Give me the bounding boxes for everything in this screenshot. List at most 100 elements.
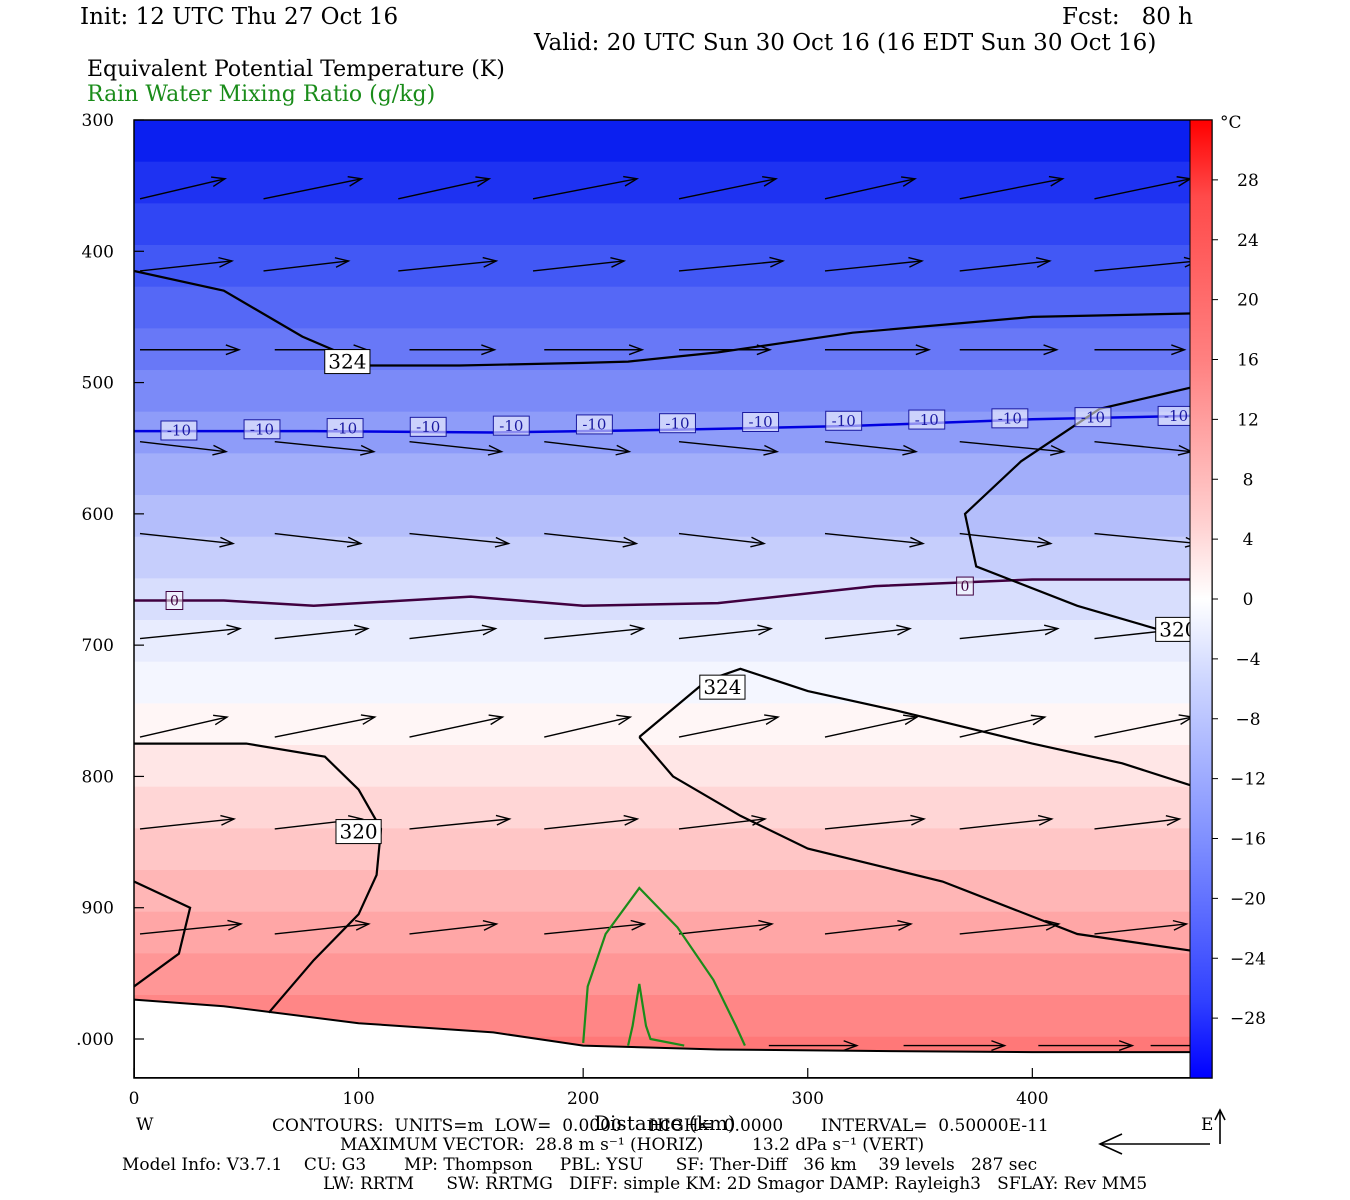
- wind-vector-head: [769, 256, 786, 268]
- isotherm-line: [134, 578, 1212, 608]
- valid-time: Valid: 20 UTC Sun 30 Oct 16 (16 EDT Sun …: [534, 30, 1157, 56]
- wind-vector: [274, 440, 374, 453]
- wind-vector: [398, 260, 497, 272]
- wind-vector-head: [762, 176, 778, 187]
- wind-vector-head: [495, 814, 512, 826]
- svg-text:-10: -10: [1164, 407, 1188, 425]
- y-tick-label: 300: [82, 111, 114, 131]
- x-tick-label: 0: [129, 1089, 140, 1109]
- wind-vector-head: [896, 624, 913, 636]
- shade-band: [134, 661, 1212, 705]
- wind-vector-head: [1036, 536, 1053, 548]
- svg-text:-10: -10: [915, 411, 939, 429]
- reference-vector: [1098, 1108, 1226, 1155]
- theta-e-label: 320: [335, 819, 382, 845]
- wind-vector: [139, 178, 226, 200]
- wind-vector-head: [1267, 921, 1281, 931]
- wind-vector: [263, 260, 349, 272]
- wind-vector-head: [1035, 256, 1052, 268]
- x-tick-label: 300: [792, 1089, 824, 1109]
- wind-vector-head: [1043, 344, 1059, 356]
- wind-vector-head: [347, 176, 364, 187]
- shade-band: [134, 495, 1212, 538]
- wind-vector-head: [909, 536, 926, 548]
- colorbar: [1189, 119, 1213, 1079]
- wind-vector-head: [354, 919, 371, 931]
- shade-band: [134, 620, 1212, 663]
- wind-vector-head: [910, 814, 927, 826]
- shade-band: [134, 203, 1212, 247]
- shade-band: [134, 120, 1212, 163]
- wind-vector-head: [1279, 537, 1293, 547]
- svg-text:-10: -10: [749, 413, 773, 431]
- shade-band: [134, 370, 1212, 413]
- wind-vector: [139, 716, 228, 738]
- wind-vector-head: [225, 344, 242, 356]
- wind-vector: [409, 818, 510, 830]
- colorbar-tick-label: 28: [1237, 171, 1259, 191]
- wind-vector-head: [1048, 175, 1065, 187]
- shade-band: [134, 911, 1212, 955]
- wind-vector: [824, 260, 923, 272]
- shade-band: [134, 828, 1212, 872]
- wind-vector-head: [915, 344, 932, 356]
- wind-vector-head: [1044, 919, 1061, 931]
- wind-vector: [678, 260, 784, 272]
- wind-vector: [824, 818, 925, 830]
- wind-vector: [678, 440, 778, 453]
- colorbar-tick-label: 0: [1243, 590, 1254, 610]
- wind-vector-head: [1043, 624, 1060, 636]
- wind-vector-head: [360, 714, 377, 725]
- isotherm-label: -10: [659, 413, 696, 434]
- y-tick-label: 400: [82, 242, 114, 262]
- wind-vector: [409, 532, 509, 545]
- wind-vector-head: [1280, 816, 1294, 826]
- wind-vector-head: [897, 920, 914, 931]
- rain-contour: [582, 886, 746, 1047]
- svg-text:-10: -10: [665, 414, 689, 432]
- direction-west: W: [136, 1115, 154, 1135]
- wind-vector-head: [757, 624, 774, 636]
- wind-vector-head: [901, 176, 917, 187]
- colorbar-tick-label: −4: [1235, 650, 1260, 670]
- wind-vector: [824, 532, 924, 545]
- wind-vector: [1094, 178, 1191, 200]
- footer-model-info: Model Info: V3.7.1 CU: G3 MP: Thompson P…: [122, 1155, 1038, 1175]
- wind-vector-head: [494, 536, 511, 548]
- colorbar-tick-label: 24: [1237, 231, 1259, 251]
- wind-vector: [544, 716, 631, 738]
- wind-vector: [678, 923, 773, 935]
- wind-vector: [274, 627, 368, 640]
- shade-band: [134, 245, 1212, 288]
- colorbar-tick-label: −28: [1230, 1009, 1266, 1029]
- wind-vector-head: [1050, 444, 1066, 456]
- y-tick-label: 800: [82, 767, 114, 787]
- wind-vector: [678, 532, 765, 545]
- wind-vector: [678, 627, 772, 640]
- y-tick-label: 900: [82, 899, 114, 919]
- isotherm-label: 0: [956, 576, 974, 596]
- temperature-shading: [134, 120, 1212, 1078]
- wind-vectors: [139, 175, 1300, 1052]
- colorbar-tick-label: −16: [1230, 830, 1266, 850]
- wind-vector: [544, 627, 644, 640]
- svg-text:0: 0: [960, 579, 969, 595]
- wind-vector-head: [1224, 1041, 1237, 1051]
- wind-vector: [959, 260, 1050, 272]
- wind-vector: [544, 818, 638, 830]
- wind-vector-head: [1286, 625, 1300, 635]
- svg-text:320: 320: [339, 820, 377, 844]
- wind-vector: [959, 716, 1045, 738]
- wind-vector-head: [212, 444, 229, 456]
- isotherm-label: -10: [1157, 405, 1195, 426]
- svg-text:-10: -10: [998, 410, 1022, 428]
- svg-text:-10: -10: [1081, 408, 1105, 426]
- isotherm-label: -10: [160, 420, 198, 441]
- wind-vector-head: [902, 444, 919, 456]
- isotherm-label: 0: [165, 591, 184, 611]
- wind-vector: [959, 923, 1059, 935]
- colorbar-tick-label: 16: [1237, 351, 1259, 371]
- wind-vector-head: [1271, 177, 1285, 186]
- footer-model-physics: LW: RRTM SW: RRTMG DIFF: simple KM: 2D S…: [323, 1174, 1148, 1194]
